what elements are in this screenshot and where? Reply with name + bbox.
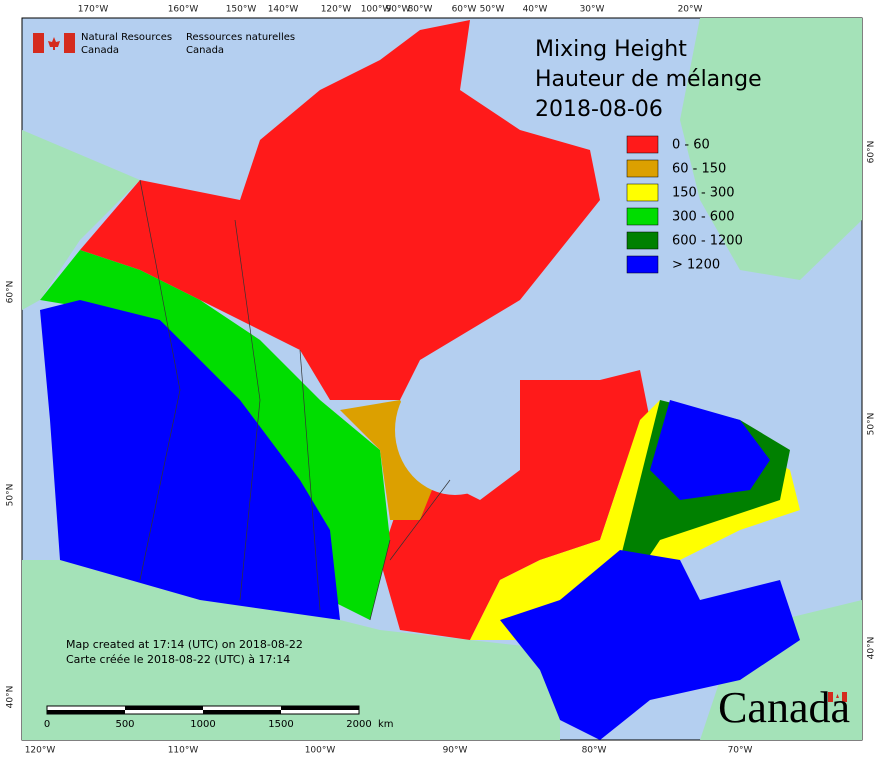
longitude-label: 70°W <box>728 746 753 756</box>
land-other <box>22 18 862 740</box>
note: Carte créée le 2018-08-22 (UTC) à 17:14 <box>66 653 290 666</box>
latitude-label: 60°N <box>867 141 877 164</box>
note: Map created at 17:14 (UTC) on 2018-08-22 <box>66 638 303 651</box>
longitude-label: 40°W <box>523 5 548 15</box>
longitude-label: 140°W <box>268 5 299 15</box>
latitude-label: 50°N <box>6 484 16 507</box>
legend-swatch <box>626 231 659 250</box>
longitude-label: 80°W <box>582 746 607 756</box>
legend-swatch <box>626 135 659 154</box>
longitude-label: 50°W <box>480 5 505 15</box>
longitude-label: 90°W <box>443 746 468 756</box>
legend-label: 300 - 600 <box>672 210 735 225</box>
scale-label: 500 <box>115 719 134 730</box>
legend-label: 150 - 300 <box>672 186 735 201</box>
legend: 0 - 60 60 - 150 150 - 300 300 - 600 600 - 12… <box>626 135 743 274</box>
longitude-label: 80°W <box>408 5 433 15</box>
latitude-label: 40°N <box>867 637 877 660</box>
longitude-label: 60°W <box>452 5 477 15</box>
longitude-label: 30°W <box>580 5 605 15</box>
title: Hauteur de mélange <box>535 67 762 92</box>
longitude-label: 100°W <box>305 746 336 756</box>
longitude-label: 90°W <box>386 5 411 15</box>
scale-unit: km <box>378 719 394 730</box>
legend-label: 600 - 1200 <box>672 234 743 249</box>
scale-bar <box>46 705 360 715</box>
scale-label: 1000 <box>190 719 215 730</box>
agency-en: Canada <box>81 45 119 56</box>
title: Mixing Height <box>535 37 687 62</box>
province-borders <box>139 179 451 621</box>
legend-swatch <box>626 255 659 274</box>
agency-fr: Ressources naturelles <box>186 32 295 43</box>
scale-label: 2000 <box>346 719 371 730</box>
legend-label: 0 - 60 <box>672 138 710 153</box>
scale-label: 1500 <box>268 719 293 730</box>
scale-label: 0 <box>44 719 50 730</box>
longitude-label: 160°W <box>168 5 199 15</box>
longitude-label: 120°W <box>25 746 56 756</box>
wordmark: Canada <box>718 683 850 732</box>
title: 2018-08-06 <box>535 97 663 122</box>
longitude-label: 20°W <box>678 5 703 15</box>
agency-en: Natural Resources <box>81 32 172 43</box>
legend-swatch <box>626 183 659 202</box>
legend-label: 60 - 150 <box>672 162 726 177</box>
latitude-label: 40°N <box>6 686 16 709</box>
longitude-label: 170°W <box>78 5 109 15</box>
longitude-label: 120°W <box>321 5 352 15</box>
latitude-label: 60°N <box>6 281 16 304</box>
canada-fields <box>40 20 800 740</box>
longitude-label: 110°W <box>168 746 199 756</box>
longitude-label: 100°W <box>361 5 392 15</box>
legend-swatch <box>626 207 659 226</box>
latitude-label: 50°N <box>867 413 877 436</box>
legend-swatch <box>626 159 659 178</box>
legend-label: > 1200 <box>672 258 720 273</box>
logo-flag <box>33 33 847 702</box>
agency-fr: Canada <box>186 45 224 56</box>
longitude-label: 150°W <box>226 5 257 15</box>
